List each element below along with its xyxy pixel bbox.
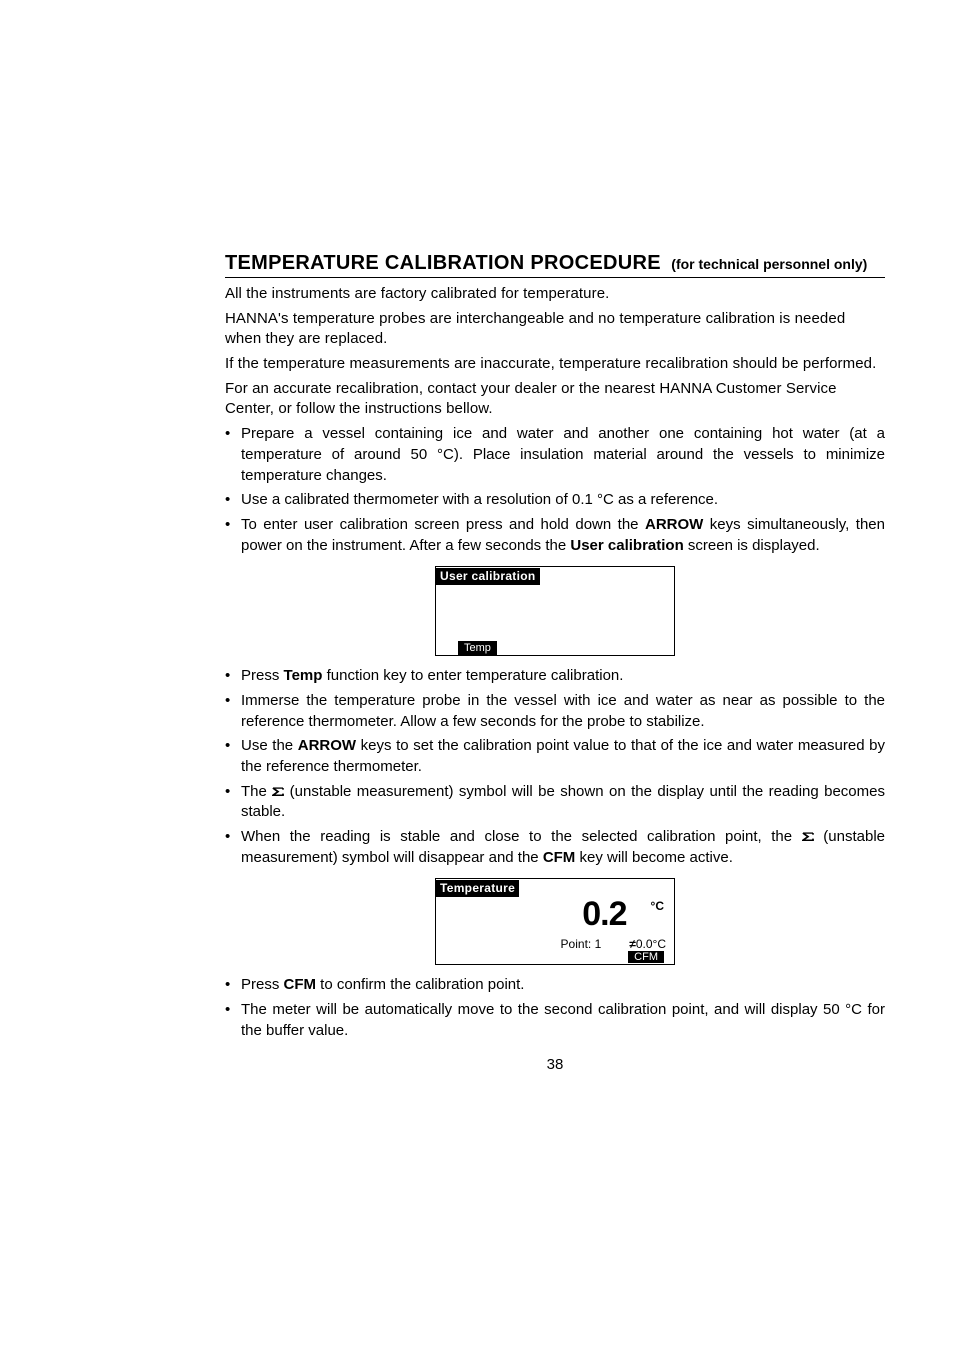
bullet-item: Use a calibrated thermometer with a reso… (225, 490, 885, 511)
lcd-temp-softkey: Temp (458, 641, 497, 655)
lcd-point-row: Point: 1 ≠0.0°C (436, 931, 674, 951)
lcd-point: Point: 1 (561, 937, 602, 951)
bullet-item: Immerse the temperature probe in the ves… (225, 691, 885, 732)
bullet-list-a: Prepare a vessel containing ice and wate… (225, 424, 885, 556)
bullet-item: When the reading is stable and close to … (225, 827, 885, 868)
bullet-item: Press CFM to confirm the calibration poi… (225, 975, 885, 996)
bullet-item: To enter user calibration screen press a… (225, 515, 885, 556)
lcd-header: Temperature (436, 880, 519, 897)
bullet-text: Prepare a vessel containing ice and wate… (241, 425, 885, 483)
bullet-text: Use a calibrated thermometer with a reso… (241, 491, 718, 508)
bullet-text-part: Press (241, 667, 284, 684)
bullet-text-part: The (241, 783, 272, 800)
lcd-value: 0.2 (436, 897, 651, 931)
bullet-text-part: When the reading is stable and close to … (241, 828, 802, 845)
bullet-text: Immerse the temperature probe in the ves… (241, 692, 885, 730)
bullet-text-part: function key to enter temperature calibr… (322, 667, 623, 684)
bullet-text-part: screen is displayed. (684, 537, 820, 554)
bullet-bold: User calibration (570, 537, 683, 554)
bullet-item: The meter will be automatically move to … (225, 1000, 885, 1041)
bullet-bold: ARROW (298, 737, 356, 754)
not-equal-icon: ≠ (629, 937, 636, 951)
lcd-screen-temperature: Temperature 0.2 °C Point: 1 ≠0.0°C CFM (435, 878, 675, 965)
bullet-text-part: key will become active. (575, 849, 733, 866)
lcd-body: Temp (436, 585, 674, 655)
bullet-bold: ARROW (645, 516, 703, 533)
intro-para-3: If the temperature measurements are inac… (225, 354, 885, 375)
unstable-icon (802, 829, 814, 846)
bullet-item: The (unstable measurement) symbol will b… (225, 782, 885, 823)
document-page: TEMPERATURE CALIBRATION PROCEDURE (for t… (225, 252, 885, 1073)
bullet-text-part: (unstable measurement) symbol will be sh… (241, 783, 885, 821)
bullet-bold: CFM (284, 976, 317, 993)
lcd-softkey-row: CFM (436, 951, 674, 964)
bullet-text-part: Press (241, 976, 284, 993)
title-main: TEMPERATURE CALIBRATION PROCEDURE (225, 252, 661, 274)
intro-para-2: HANNA's temperature probes are interchan… (225, 309, 885, 350)
intro-para-4: For an accurate recalibration, contact y… (225, 379, 885, 420)
lcd-header: User calibration (436, 568, 540, 585)
bullet-list-c: Press CFM to confirm the calibration poi… (225, 975, 885, 1041)
lcd-unit: °C (651, 897, 664, 913)
bullet-bold: CFM (543, 849, 576, 866)
bullet-item: Prepare a vessel containing ice and wate… (225, 424, 885, 486)
lcd-buffer-value: 0.0°C (636, 937, 666, 951)
lcd-reading-row: 0.2 °C (436, 897, 674, 931)
bullet-text-part: to confirm the calibration point. (316, 976, 524, 993)
section-title: TEMPERATURE CALIBRATION PROCEDURE (for t… (225, 252, 885, 278)
bullet-list-b: Press Temp function key to enter tempera… (225, 666, 885, 868)
bullet-text-part: Use the (241, 737, 298, 754)
unstable-icon (272, 784, 284, 801)
lcd-buffer: ≠0.0°C (629, 937, 666, 951)
bullet-item: Press Temp function key to enter tempera… (225, 666, 885, 687)
bullet-bold: Temp (284, 667, 323, 684)
title-sub: (for technical personnel only) (671, 256, 867, 272)
bullet-text: The meter will be automatically move to … (241, 1001, 885, 1039)
lcd-cfm-softkey: CFM (628, 951, 664, 963)
bullet-item: Use the ARROW keys to set the calibratio… (225, 736, 885, 777)
bullet-text-part: To enter user calibration screen press a… (241, 516, 645, 533)
intro-para-1: All the instruments are factory calibrat… (225, 284, 885, 305)
page-number: 38 (225, 1056, 885, 1073)
lcd-screen-user-calibration: User calibration Temp (435, 566, 675, 656)
